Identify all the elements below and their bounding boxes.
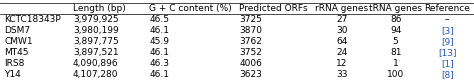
Text: 64: 64	[336, 37, 347, 46]
Text: [13]: [13]	[438, 48, 456, 57]
Text: rRNA genes: rRNA genes	[315, 4, 368, 13]
Text: [1]: [1]	[441, 59, 454, 68]
Text: 3,980,199: 3,980,199	[73, 26, 118, 35]
Text: 3623: 3623	[239, 70, 262, 79]
Text: –: –	[445, 15, 449, 24]
Text: G + C content (%): G + C content (%)	[149, 4, 232, 13]
Text: IRS8: IRS8	[4, 59, 25, 68]
Text: [9]: [9]	[441, 37, 454, 46]
Text: 94: 94	[390, 26, 401, 35]
Text: 81: 81	[390, 48, 401, 57]
Text: [3]: [3]	[441, 26, 454, 35]
Text: Reference: Reference	[424, 4, 470, 13]
Text: 46.1: 46.1	[149, 70, 169, 79]
Text: 86: 86	[390, 15, 401, 24]
Text: 4006: 4006	[239, 59, 262, 68]
Text: Length (bp): Length (bp)	[73, 4, 126, 13]
Text: 4,090,896: 4,090,896	[73, 59, 118, 68]
Text: 3752: 3752	[239, 48, 262, 57]
Text: 46.1: 46.1	[149, 26, 169, 35]
Text: 3,897,775: 3,897,775	[73, 37, 118, 46]
Text: KCTC18343P: KCTC18343P	[4, 15, 61, 24]
Text: [8]: [8]	[441, 70, 454, 79]
Text: Y14: Y14	[4, 70, 21, 79]
Text: 33: 33	[336, 70, 347, 79]
Text: 24: 24	[336, 48, 347, 57]
Text: 3,897,521: 3,897,521	[73, 48, 118, 57]
Text: MT45: MT45	[4, 48, 29, 57]
Text: Predicted ORFs: Predicted ORFs	[239, 4, 308, 13]
Text: 3,979,925: 3,979,925	[73, 15, 118, 24]
Text: 12: 12	[336, 59, 347, 68]
Text: 46.5: 46.5	[149, 15, 169, 24]
Text: 46.1: 46.1	[149, 48, 169, 57]
Text: 4,107,280: 4,107,280	[73, 70, 118, 79]
Text: DSM7: DSM7	[4, 26, 30, 35]
Text: 46.3: 46.3	[149, 59, 169, 68]
Text: 3870: 3870	[239, 26, 262, 35]
Text: CMW1: CMW1	[4, 37, 33, 46]
Text: 3725: 3725	[239, 15, 262, 24]
Text: 5: 5	[393, 37, 399, 46]
Text: 27: 27	[336, 15, 347, 24]
Text: 100: 100	[387, 70, 404, 79]
Text: 30: 30	[336, 26, 347, 35]
Text: 45.9: 45.9	[149, 37, 169, 46]
Text: 3762: 3762	[239, 37, 262, 46]
Text: 1: 1	[393, 59, 399, 68]
Text: tRNA genes: tRNA genes	[369, 4, 422, 13]
